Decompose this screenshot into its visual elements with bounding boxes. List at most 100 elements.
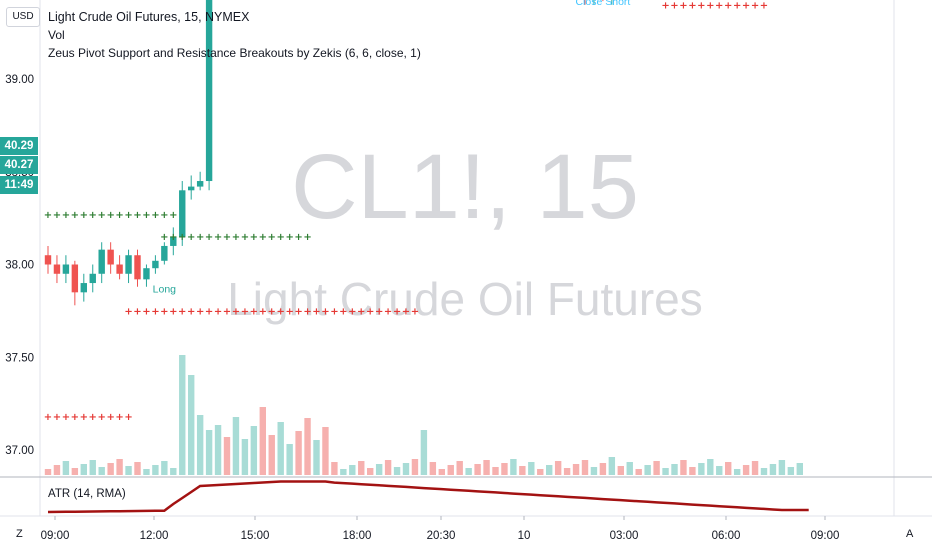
candle	[89, 264, 96, 293]
volume-bar	[563, 468, 571, 475]
pivot-plus: +	[268, 232, 276, 243]
pivot-plus: +	[151, 210, 159, 221]
pivot-plus: +	[321, 306, 329, 317]
candle	[152, 255, 159, 274]
pivot-plus: +	[285, 306, 293, 317]
candle	[71, 260, 79, 306]
volume-bar	[358, 461, 365, 475]
pivot-plus: +	[348, 306, 356, 317]
volume-bar	[716, 466, 723, 475]
pivot-plus: +	[196, 306, 204, 317]
pivot-plus: +	[62, 412, 70, 423]
pivot-plus: +	[71, 412, 79, 423]
watermark-symbol: CL1!, 15	[291, 136, 639, 238]
pivot-plus: +	[330, 306, 338, 317]
volume-bar	[635, 469, 642, 475]
candle-body	[196, 181, 204, 187]
auto-scale-button[interactable]: A	[906, 528, 914, 540]
pivot-plus: +	[89, 412, 97, 423]
candle	[125, 249, 132, 284]
pivot-plus: +	[98, 412, 106, 423]
pivot-plus: +	[250, 232, 258, 243]
pivot-plus: +	[115, 412, 123, 423]
volume-bar	[277, 422, 284, 475]
pivot-plus: +	[285, 232, 293, 243]
pivot-plus: +	[339, 306, 347, 317]
pivot-plus: +	[375, 306, 383, 317]
candle-body	[161, 245, 168, 261]
pivot-plus: +	[205, 306, 213, 317]
pivot-plus: +	[160, 306, 168, 317]
volume-bar	[322, 427, 329, 475]
signal-label: Long	[153, 283, 177, 295]
currency-button[interactable]: USD	[6, 7, 40, 27]
y-tick-label: 38.00	[5, 260, 34, 272]
last-price-tag: 40.29	[0, 137, 38, 155]
x-tick-label: 18:00	[343, 530, 372, 542]
pivot-plus: +	[44, 412, 52, 423]
pivot-plus: +	[142, 306, 150, 317]
volume-bar	[787, 467, 795, 475]
pivot-plus: +	[124, 412, 132, 423]
volume-bar	[286, 444, 293, 475]
volume-bar	[340, 469, 347, 475]
candle-body	[188, 186, 195, 191]
volume-bar	[698, 463, 705, 475]
volume-bar	[474, 464, 481, 475]
volume-bar	[537, 469, 544, 475]
candle	[584, 0, 586, 5]
volume-bar	[671, 464, 678, 475]
pivot-plus: +	[661, 0, 669, 11]
pivot-plus: +	[124, 306, 132, 317]
pivot-plus: +	[688, 0, 696, 11]
x-tick-label: 09:00	[811, 530, 840, 542]
volume-bar	[420, 430, 428, 475]
pivot-plus: +	[205, 232, 213, 243]
x-tick-label: 20:30	[427, 530, 456, 542]
pivot-plus: +	[303, 306, 311, 317]
pivot-plus: +	[742, 0, 750, 11]
volume-bar	[447, 465, 454, 475]
countdown-tag: 11:49	[0, 176, 38, 194]
volume-bar	[107, 463, 114, 475]
pivot-plus: +	[679, 0, 687, 11]
candle	[188, 175, 195, 200]
pivot-plus: +	[733, 0, 741, 11]
pivot-plus: +	[250, 306, 258, 317]
pivot-plus: +	[670, 0, 678, 11]
pivot-plus: +	[214, 232, 222, 243]
volume-bar	[134, 462, 141, 475]
pivot-plus: +	[402, 306, 410, 317]
volume-bar	[519, 466, 526, 475]
volume-bar	[268, 435, 275, 475]
volume-bar	[161, 461, 168, 475]
atr-legend: ATR (14, RMA)	[48, 488, 126, 500]
candle-body	[152, 260, 159, 269]
pivot-plus: +	[187, 306, 195, 317]
candle	[593, 0, 595, 5]
volume-bar	[259, 407, 266, 475]
candle	[134, 249, 141, 287]
candle	[44, 245, 52, 274]
volume-bar	[402, 463, 410, 475]
pivot-plus: +	[384, 306, 392, 317]
volume-bar	[733, 469, 741, 475]
pivot-plus: +	[53, 412, 61, 423]
volume-bar	[751, 461, 759, 475]
support-level: + + + + + + + + + + + + + + +	[44, 210, 178, 221]
candle-body	[134, 255, 141, 280]
pivot-plus: +	[259, 306, 267, 317]
candle	[170, 227, 177, 256]
volume-bar	[152, 465, 159, 475]
timezone-button[interactable]: Z	[16, 528, 23, 540]
volume-bar	[304, 418, 311, 475]
candle	[205, 0, 213, 191]
pivot-plus: +	[357, 306, 365, 317]
volume-bar	[80, 464, 87, 475]
pivot-plus: +	[106, 210, 114, 221]
candle-body	[89, 273, 96, 284]
pivot-plus: +	[53, 210, 61, 221]
x-tick-label: 10	[518, 530, 531, 542]
x-tick-label: 06:00	[712, 530, 741, 542]
